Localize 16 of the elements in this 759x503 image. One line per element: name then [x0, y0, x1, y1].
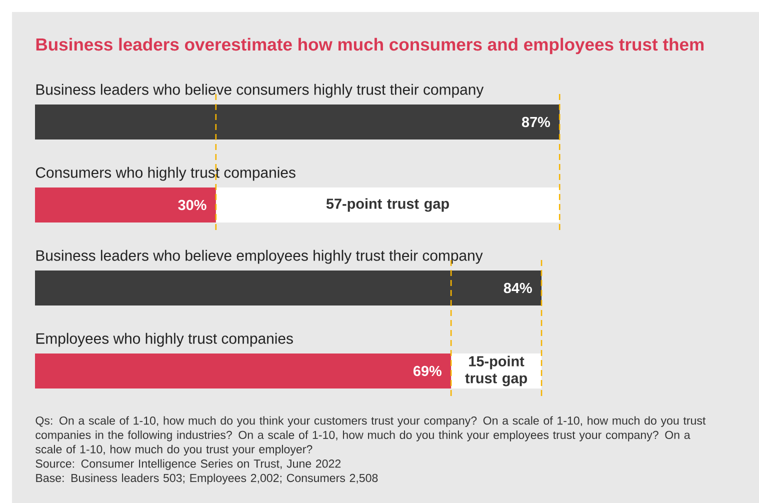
- data-label: 69%: [413, 366, 442, 376]
- data-label: 84%: [504, 282, 532, 294]
- band-label: 57-point trust gap: [326, 198, 449, 212]
- source-note: Source: Consumer Intelligence Series on Trust, June 2022: [36, 459, 341, 470]
- bar: [35, 104, 560, 140]
- data-label: 87%: [522, 116, 550, 128]
- y-tick-label: Consumers who highly trust companies: [36, 166, 296, 181]
- text: Qs: On a scale of 1-10, how much do you think your customers trust your company? On a scale of 1-10, how much do you trust companies in the following industries? On a scale of 1-10, how much do you think your employees trust your company? On a scale of 1-10, how much do you trust your employer?: [36, 416, 706, 456]
- text: Base: Business leaders 503; Employees 2,002; Consumers 2,508: [36, 474, 378, 484]
- y-tick-label: Business leaders who believe employees highly trust their company: [36, 250, 483, 264]
- y-tick-label: Business leaders who believe consumers highly trust their company: [36, 84, 484, 98]
- bar: [35, 270, 542, 306]
- chart-title: Business leaders overestimate how much consumers and employees trust them: [36, 38, 704, 54]
- y-tick-label: Employees who highly trust companies: [36, 332, 293, 347]
- band-label: 15-point trust gap: [465, 356, 527, 386]
- data-label: 30%: [178, 200, 206, 210]
